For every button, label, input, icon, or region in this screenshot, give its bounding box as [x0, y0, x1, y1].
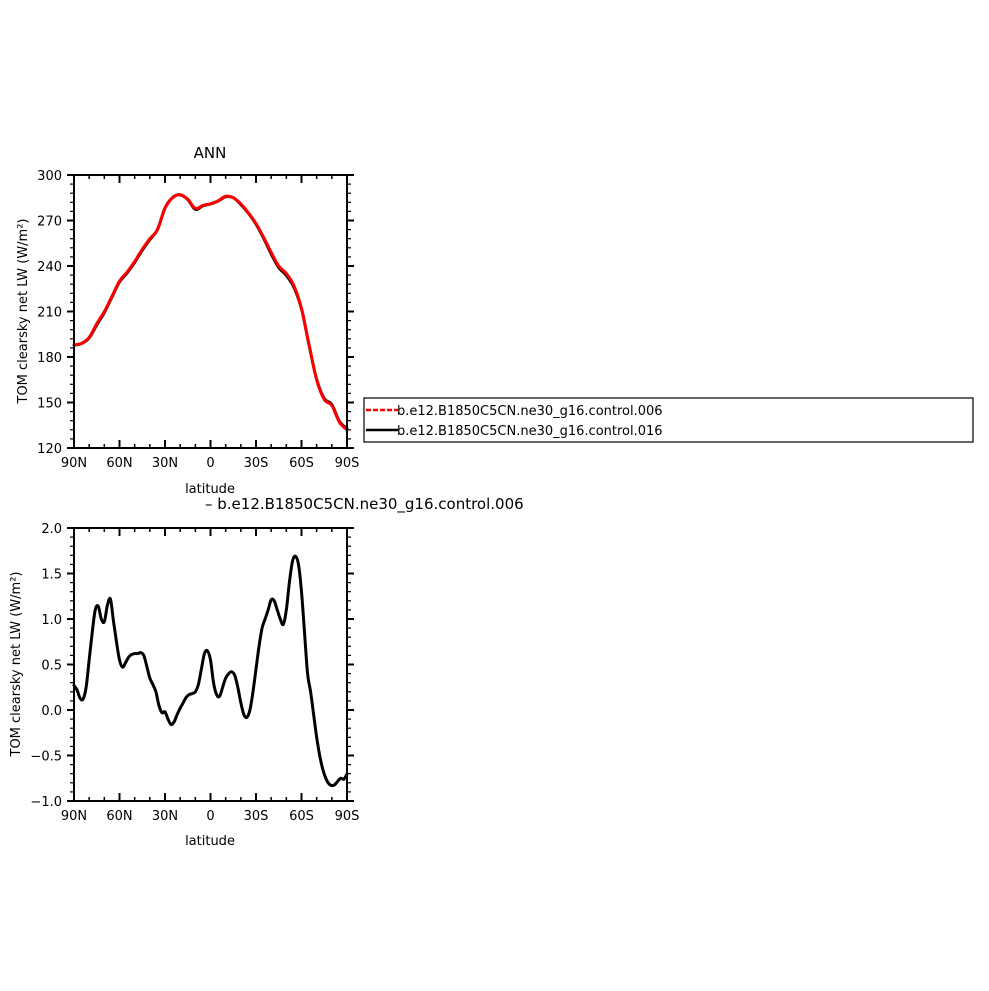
legend: b.e12.B1850C5CN.ne30_g16.control.006 b.e… [363, 397, 974, 443]
data-lines [72, 193, 349, 432]
x-tick-label: 90S [335, 809, 360, 824]
y-axis-title: TOM clearsky net LW (W/m²) [9, 571, 24, 757]
lower-panel: – b.e12.B1850C5CN.ne30_g16.control.006 9… [9, 495, 524, 849]
y-tick-label: 0.5 [41, 659, 62, 674]
plot-frame [73, 174, 348, 449]
x-tick-label: 60S [289, 809, 314, 824]
x-tick-label: 90S [335, 456, 360, 471]
x-tick-label: 30N [152, 456, 178, 471]
series-line-1 [72, 193, 349, 432]
x-tick-label: 30S [244, 809, 269, 824]
x-tick-label: 60N [106, 809, 132, 824]
y-tick-label: 270 [37, 215, 62, 230]
data-lines [72, 554, 349, 788]
y-tick-label: −1.0 [30, 795, 62, 810]
y-tick-label: 210 [37, 306, 62, 321]
y-tick-label: 1.5 [41, 568, 62, 583]
difference-title: – b.e12.B1850C5CN.ne30_g16.control.006 [205, 495, 524, 514]
legend-label-006: b.e12.B1850C5CN.ne30_g16.control.006 [397, 404, 663, 419]
x-tick-label: 90N [61, 809, 87, 824]
y-tick-label: 120 [37, 442, 62, 457]
x-tick-label: 0 [206, 809, 214, 824]
x-tick-label: 30S [244, 456, 269, 471]
y-axis-title: TOM clearsky net LW (W/m²) [16, 218, 31, 404]
plot-title: ANN [194, 144, 227, 162]
legend-box [363, 397, 974, 443]
y-tick-label: −0.5 [30, 750, 62, 765]
y-tick-label: 300 [37, 169, 62, 184]
series-line-1 [72, 554, 349, 788]
x-tick-label: 30N [152, 809, 178, 824]
legend-label-016: b.e12.B1850C5CN.ne30_g16.control.016 [397, 424, 663, 439]
x-tick-label: 60N [106, 456, 132, 471]
x-tick-label: 90N [61, 456, 87, 471]
y-tick-label: 1.0 [41, 613, 62, 628]
y-tick-label: 150 [37, 397, 62, 412]
x-axis-title: latitude [185, 482, 235, 497]
y-tick-label: 2.0 [41, 522, 62, 537]
plot-frame [73, 527, 348, 802]
x-tick-label: 60S [289, 456, 314, 471]
x-tick-label: 0 [206, 456, 214, 471]
y-tick-label: 240 [37, 260, 62, 275]
upper-panel: ANN 90N 60N 30N 0 30S 60S 90S 120 150 180 210 240 27… [16, 144, 359, 497]
y-tick-label: 0.0 [41, 704, 62, 719]
y-tick-label: 180 [37, 351, 62, 366]
x-axis-title: latitude [185, 834, 235, 849]
